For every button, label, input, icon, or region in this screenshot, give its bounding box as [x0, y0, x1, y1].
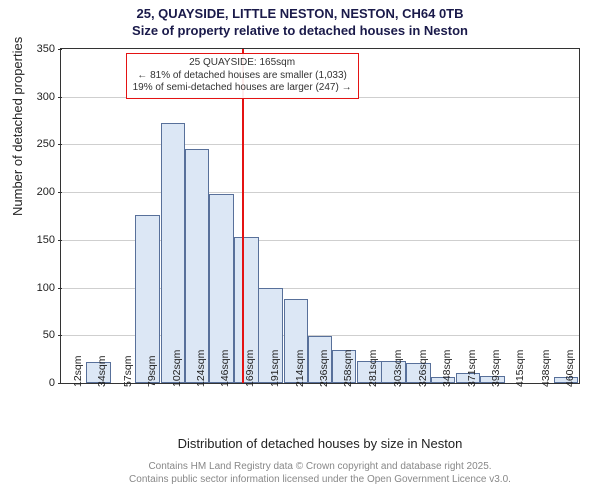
chart-container: 25, QUAYSIDE, LITTLE NESTON, NESTON, CH6…: [0, 0, 600, 500]
x-tick-label: 169sqm: [244, 350, 256, 387]
y-tick-label: 300: [37, 91, 61, 103]
x-tick-label: 371sqm: [466, 350, 478, 387]
x-tick-label: 326sqm: [417, 350, 429, 387]
x-axis-label: Distribution of detached houses by size …: [60, 436, 580, 451]
x-tick-label: 236sqm: [318, 350, 330, 387]
title-line-2: Size of property relative to detached ho…: [0, 23, 600, 40]
x-tick-label: 303sqm: [392, 350, 404, 387]
x-tick-label: 12sqm: [72, 355, 84, 387]
x-tick-label: 124sqm: [195, 350, 207, 387]
x-tick-label: 79sqm: [146, 355, 158, 387]
footer-line-1: Contains HM Land Registry data © Crown c…: [60, 460, 580, 473]
annotation-line-2: ← 81% of detached houses are smaller (1,…: [133, 70, 352, 83]
annotation-line-1: 25 QUAYSIDE: 165sqm: [133, 57, 352, 70]
x-tick-label: 146sqm: [219, 350, 231, 387]
annotation-line-3: 19% of semi-detached houses are larger (…: [133, 82, 352, 95]
title-line-1: 25, QUAYSIDE, LITTLE NESTON, NESTON, CH6…: [0, 6, 600, 23]
x-tick-label: 438sqm: [540, 350, 552, 387]
y-tick-label: 100: [37, 282, 61, 294]
y-tick-label: 150: [37, 234, 61, 246]
x-tick-label: 34sqm: [96, 355, 108, 387]
plot-area: 05010015020025030035012sqm34sqm57sqm79sq…: [60, 48, 580, 384]
x-tick-label: 281sqm: [367, 350, 379, 387]
x-tick-label: 415sqm: [514, 350, 526, 387]
y-axis-label: Number of detached properties: [10, 37, 25, 216]
title-block: 25, QUAYSIDE, LITTLE NESTON, NESTON, CH6…: [0, 0, 600, 40]
x-tick-label: 191sqm: [269, 350, 281, 387]
y-tick-label: 350: [37, 43, 61, 55]
x-tick-label: 460sqm: [564, 350, 576, 387]
footer-line-2: Contains public sector information licen…: [60, 473, 580, 486]
y-tick-label: 250: [37, 138, 61, 150]
x-tick-label: 348sqm: [441, 350, 453, 387]
histogram-bar: [185, 149, 210, 383]
histogram-bar: [161, 123, 186, 383]
x-tick-label: 258sqm: [342, 350, 354, 387]
y-tick-label: 0: [49, 377, 61, 389]
x-tick-label: 214sqm: [294, 350, 306, 387]
attribution-footer: Contains HM Land Registry data © Crown c…: [60, 460, 580, 486]
y-tick-label: 50: [43, 329, 61, 341]
x-tick-label: 393sqm: [490, 350, 502, 387]
x-tick-label: 57sqm: [122, 355, 134, 387]
annotation-box: 25 QUAYSIDE: 165sqm ← 81% of detached ho…: [126, 53, 359, 99]
y-tick-label: 200: [37, 186, 61, 198]
gridline: [61, 192, 579, 193]
gridline: [61, 144, 579, 145]
marker-line: [242, 49, 244, 383]
x-tick-label: 102sqm: [171, 350, 183, 387]
